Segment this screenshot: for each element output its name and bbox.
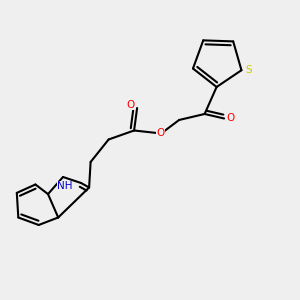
Text: NH: NH <box>57 181 72 191</box>
Text: O: O <box>156 128 165 138</box>
Text: O: O <box>126 100 135 110</box>
Text: S: S <box>246 65 252 75</box>
Text: O: O <box>226 113 235 124</box>
